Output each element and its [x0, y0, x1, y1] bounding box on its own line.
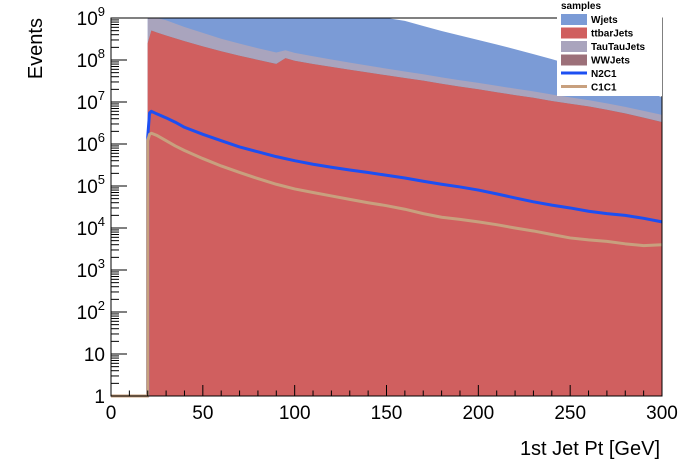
x-tick-label: 200	[462, 403, 494, 424]
legend-label-n2c1: N2C1	[591, 69, 617, 80]
legend-label-c1c1: C1C1	[591, 83, 617, 94]
x-axis-title: 1st Jet Pt [GeV]	[520, 438, 660, 460]
y-tick-label: 1	[94, 387, 105, 408]
y-tick-label: 103	[77, 256, 105, 282]
legend-swatch-tautaujets	[561, 41, 587, 52]
y-axis-ticks: 1 10 102 103 104 105 106 107 108 109	[77, 4, 127, 408]
y-tick-label: 105	[77, 172, 105, 198]
legend-label-wjets: Wjets	[591, 15, 618, 26]
y-tick-label: 102	[77, 298, 105, 324]
signal-lines	[111, 109, 663, 398]
x-tick-label: 50	[192, 403, 213, 424]
legend-title: samples	[561, 1, 601, 12]
series-line-n2c1	[111, 109, 663, 398]
series-line-c1c1	[111, 131, 663, 398]
stacked-fills	[147, 18, 662, 397]
x-axis-ticks: 0 50 100 150 200 250 300	[106, 385, 678, 424]
legend-swatch-wjets	[561, 14, 587, 25]
y-tick-label: 106	[77, 130, 105, 156]
x-tick-label: 250	[554, 403, 586, 424]
y-tick-label: 107	[77, 88, 105, 114]
y-tick-label: 104	[77, 214, 105, 240]
legend-label-wwjets: WWJets	[591, 56, 630, 67]
x-tick-label: 300	[646, 403, 678, 424]
legend-swatch-ttbarjets	[561, 27, 587, 39]
y-axis-title: Events	[25, 18, 47, 79]
y-tick-label: 108	[77, 46, 105, 72]
legend-label-ttbarjets: ttbarJets	[591, 29, 634, 40]
series-fill-ttbarjets	[147, 30, 662, 397]
x-tick-label: 100	[279, 403, 311, 424]
legend-swatch-wwjets	[561, 54, 587, 66]
x-tick-label: 0	[106, 403, 117, 424]
legend-label-tautaujets: TauTauJets	[591, 42, 646, 53]
x-tick-label: 150	[371, 403, 403, 424]
y-tick-label: 109	[77, 4, 105, 30]
y-tick-label: 10	[84, 345, 105, 366]
legend: samples Wjets ttbarJets TauTauJets WWJets N2C…	[557, 0, 662, 96]
